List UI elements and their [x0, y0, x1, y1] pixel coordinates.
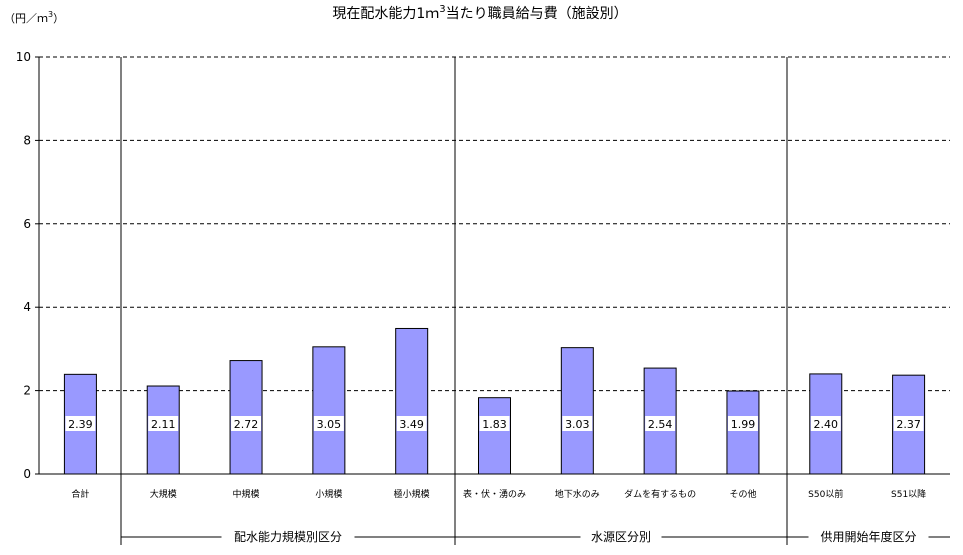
value-label: 3.49 — [399, 418, 424, 431]
category-label: 地下水のみ — [555, 488, 600, 500]
category-label: S51以降 — [891, 488, 926, 500]
y-axis-ticks: 0 2 4 6 8 10 — [16, 50, 39, 481]
value-label-box — [313, 416, 344, 431]
category-label: 合計 — [71, 488, 89, 500]
value-label: 2.39 — [68, 418, 93, 431]
category-label: その他 — [729, 488, 756, 500]
value-label: 1.83 — [482, 418, 507, 431]
bar — [560, 347, 594, 475]
bar — [395, 327, 429, 475]
group-label: 供用開始年度区分 — [820, 529, 916, 544]
value-label: 2.11 — [151, 418, 176, 431]
group-label: 水源区分別 — [591, 530, 651, 544]
value-label-box — [645, 416, 676, 431]
category-label: ダムを有するもの — [624, 488, 696, 500]
bar — [312, 346, 346, 475]
y-tick-label: 6 — [23, 217, 31, 231]
value-label: 2.72 — [234, 418, 259, 431]
value-label-box — [231, 416, 262, 431]
category-label: 小規模 — [315, 489, 342, 500]
value-label-box — [810, 416, 841, 431]
category-label: 中規模 — [233, 488, 260, 500]
value-label-box — [65, 416, 96, 431]
value-label-box — [396, 416, 427, 431]
y-tick-label: 8 — [23, 133, 31, 147]
value-label-box — [479, 416, 510, 431]
value-label-box — [562, 416, 593, 431]
y-tick-label: 4 — [23, 300, 31, 314]
value-label-box — [148, 416, 179, 431]
y-tick-label: 2 — [23, 384, 31, 398]
value-label: 2.40 — [814, 418, 839, 431]
group-labels: 配水能力規模別区分 水源区分別 供用開始年度区分 — [121, 529, 950, 544]
y-tick-label: 10 — [16, 50, 31, 64]
value-label: 1.99 — [731, 418, 756, 431]
chart-title: 現在配水能力1ｍ3当たり職員給与費（施設別） — [332, 4, 627, 22]
value-label: 3.05 — [317, 418, 342, 431]
value-label: 3.03 — [565, 418, 590, 431]
category-label: S50以前 — [808, 488, 843, 500]
category-label: 極小規模 — [394, 488, 430, 500]
value-label: 2.37 — [896, 418, 921, 431]
bar — [478, 397, 511, 475]
gridlines — [39, 56, 950, 392]
value-label-box — [727, 416, 758, 431]
value-label-box — [893, 416, 924, 431]
group-label: 配水能力規模別区分 — [234, 529, 342, 544]
value-label: 2.54 — [648, 418, 673, 431]
y-unit-label: （円／ｍ3） — [4, 10, 64, 25]
category-label: 大規模 — [150, 488, 177, 500]
bar — [726, 390, 760, 475]
y-tick-label: 0 — [23, 467, 31, 481]
axes — [38, 57, 950, 545]
category-label: 表・伏・湧のみ — [463, 488, 526, 500]
